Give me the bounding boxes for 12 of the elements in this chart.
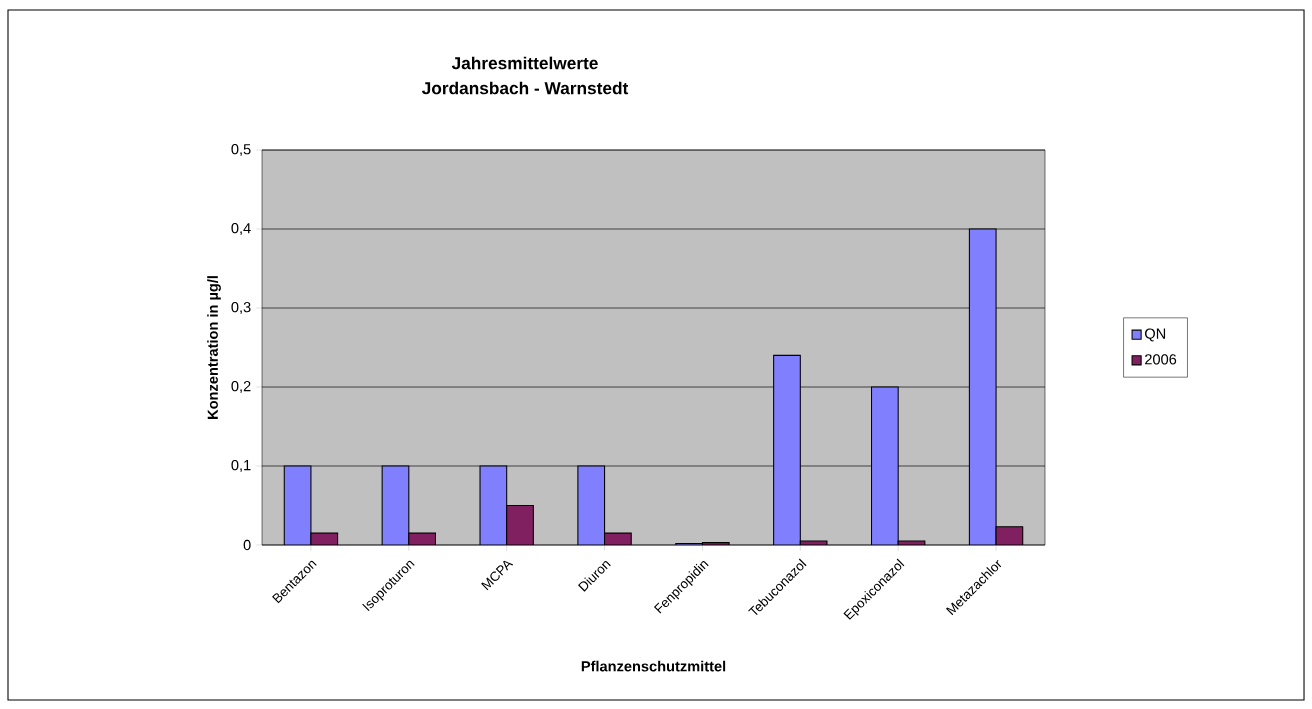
y-axis-title: Konzentration in µg/l: [207, 276, 221, 419]
y-tick-label: 0,2: [231, 380, 251, 394]
x-axis-title: Pflanzenschutzmittel: [581, 660, 726, 672]
y-tick-label: 0,5: [231, 143, 251, 157]
chart-title: Jahresmittelwerte: [451, 56, 598, 70]
y-tick-label: 0,1: [231, 459, 251, 473]
legend-label: QN: [1145, 328, 1166, 342]
chart-subtitle: Jordansbach - Warnstedt: [421, 81, 629, 95]
y-tick-label: 0,4: [231, 222, 251, 236]
y-tick-label: 0,3: [231, 301, 251, 315]
legend-label: 2006: [1145, 354, 1177, 365]
y-tick-label: 0: [243, 539, 251, 551]
